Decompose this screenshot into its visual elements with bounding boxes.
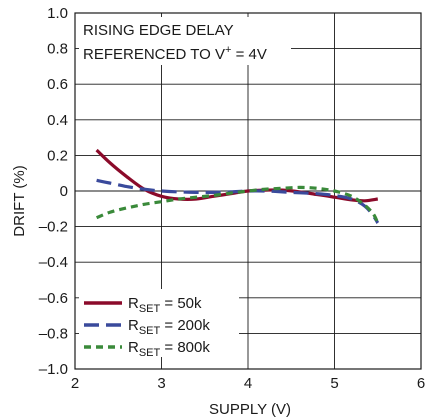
y-tick-label: –1.0 [39, 361, 68, 378]
y-tick-label: –0.6 [39, 290, 68, 307]
y-tick-label: 0.4 [47, 112, 68, 129]
series-line-50k [97, 150, 378, 201]
x-tick-label: 6 [417, 375, 425, 392]
y-tick-label: –0.2 [39, 219, 68, 236]
annotation-line-2: REFERENCED TO V+ = 4V [83, 44, 267, 63]
x-axis-title: SUPPLY (V) [209, 401, 291, 418]
y-tick-label: –0.8 [39, 325, 68, 342]
y-tick-label: 0.6 [47, 76, 68, 93]
x-tick-label: 5 [330, 375, 338, 392]
y-tick-labels: 1.0 0.8 0.6 0.4 0.2 0 –0.2 –0.4 –0.6 –0.8 –1.0 [39, 5, 68, 378]
y-tick-label: –0.4 [39, 254, 68, 271]
series-lines [97, 150, 378, 223]
y-tick-label: 0.8 [47, 41, 68, 58]
y-tick-label: 1.0 [47, 5, 68, 22]
x-tick-label: 2 [71, 375, 79, 392]
x-tick-labels: 2 3 4 5 6 [71, 375, 425, 392]
y-tick-label: 0 [60, 183, 68, 200]
y-axis-title: DRIFT (%) [11, 165, 28, 236]
x-tick-label: 3 [157, 375, 165, 392]
annotation-line-1: RISING EDGE DELAY [83, 22, 234, 39]
x-tick-label: 4 [244, 375, 252, 392]
y-tick-label: 0.2 [47, 147, 68, 164]
annotation-box: RISING EDGE DELAY REFERENCED TO V+ = 4V [79, 17, 291, 65]
legend: RSET = 50k RSET = 200k RSET = 800k [79, 289, 239, 359]
